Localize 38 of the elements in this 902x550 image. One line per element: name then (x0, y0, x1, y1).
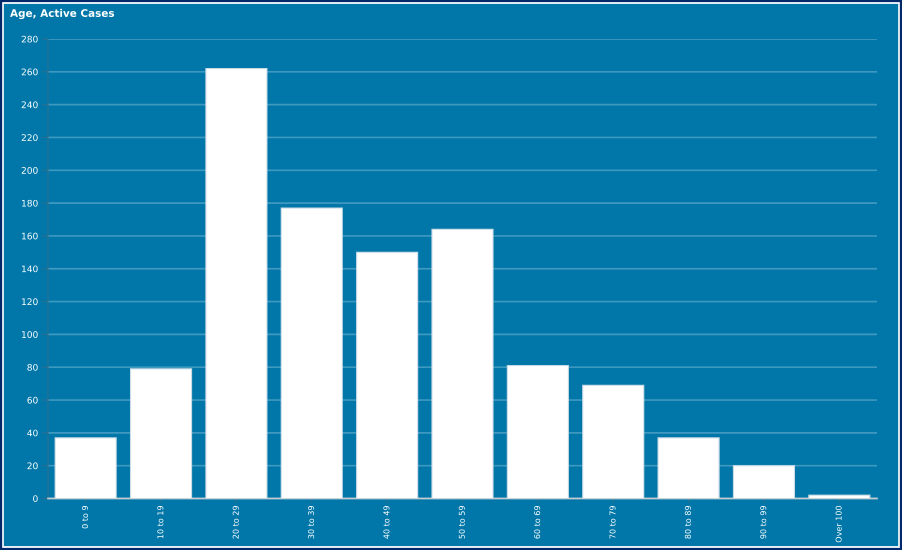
x-tick-label: 90 to 99 (760, 506, 766, 539)
y-tick-label: 220 (22, 134, 38, 142)
x-tick-label: 70 to 79 (609, 506, 616, 538)
bar (280, 207, 343, 498)
bar (356, 252, 418, 498)
y-tick-label: 140 (22, 265, 38, 272)
bar (658, 437, 720, 498)
x-tick-label: 60 to 69 (534, 506, 540, 539)
y-tick-label: 200 (22, 167, 38, 174)
bar (431, 228, 494, 498)
bar (130, 368, 192, 498)
y-tick-label: 0 (33, 495, 38, 502)
y-tick-label: 180 (22, 200, 38, 207)
x-tick-label: 50 to 59 (458, 506, 465, 539)
y-tick-label: 280 (22, 36, 38, 43)
x-tick-label: 10 to 19 (157, 506, 164, 538)
y-tick-label: 40 (27, 430, 38, 436)
bar (732, 465, 796, 498)
y-tick-label: 80 (27, 364, 38, 371)
y-tick-label: 240 (22, 101, 38, 108)
bar (808, 494, 870, 498)
y-tick-label: 260 (22, 68, 38, 76)
y-tick-label: 20 (27, 462, 38, 470)
bar (54, 437, 117, 498)
x-tick-label: 20 to 29 (232, 506, 239, 539)
y-tick-label: 120 (22, 298, 38, 306)
x-tick-label: 0 to 9 (82, 506, 88, 528)
bar (582, 384, 644, 498)
bar (506, 365, 569, 498)
bar (205, 68, 268, 498)
y-tick-label: 160 (22, 232, 38, 240)
x-tick-label: 30 to 39 (308, 506, 314, 539)
x-tick-label: 80 to 89 (684, 506, 691, 539)
y-tick-label: 60 (27, 396, 38, 404)
y-tick-label: 100 (22, 331, 38, 338)
chart-title: Age, Active Cases (10, 8, 114, 20)
x-tick-label: Over 100 (836, 506, 842, 542)
x-tick-label: 40 to 49 (383, 506, 390, 539)
